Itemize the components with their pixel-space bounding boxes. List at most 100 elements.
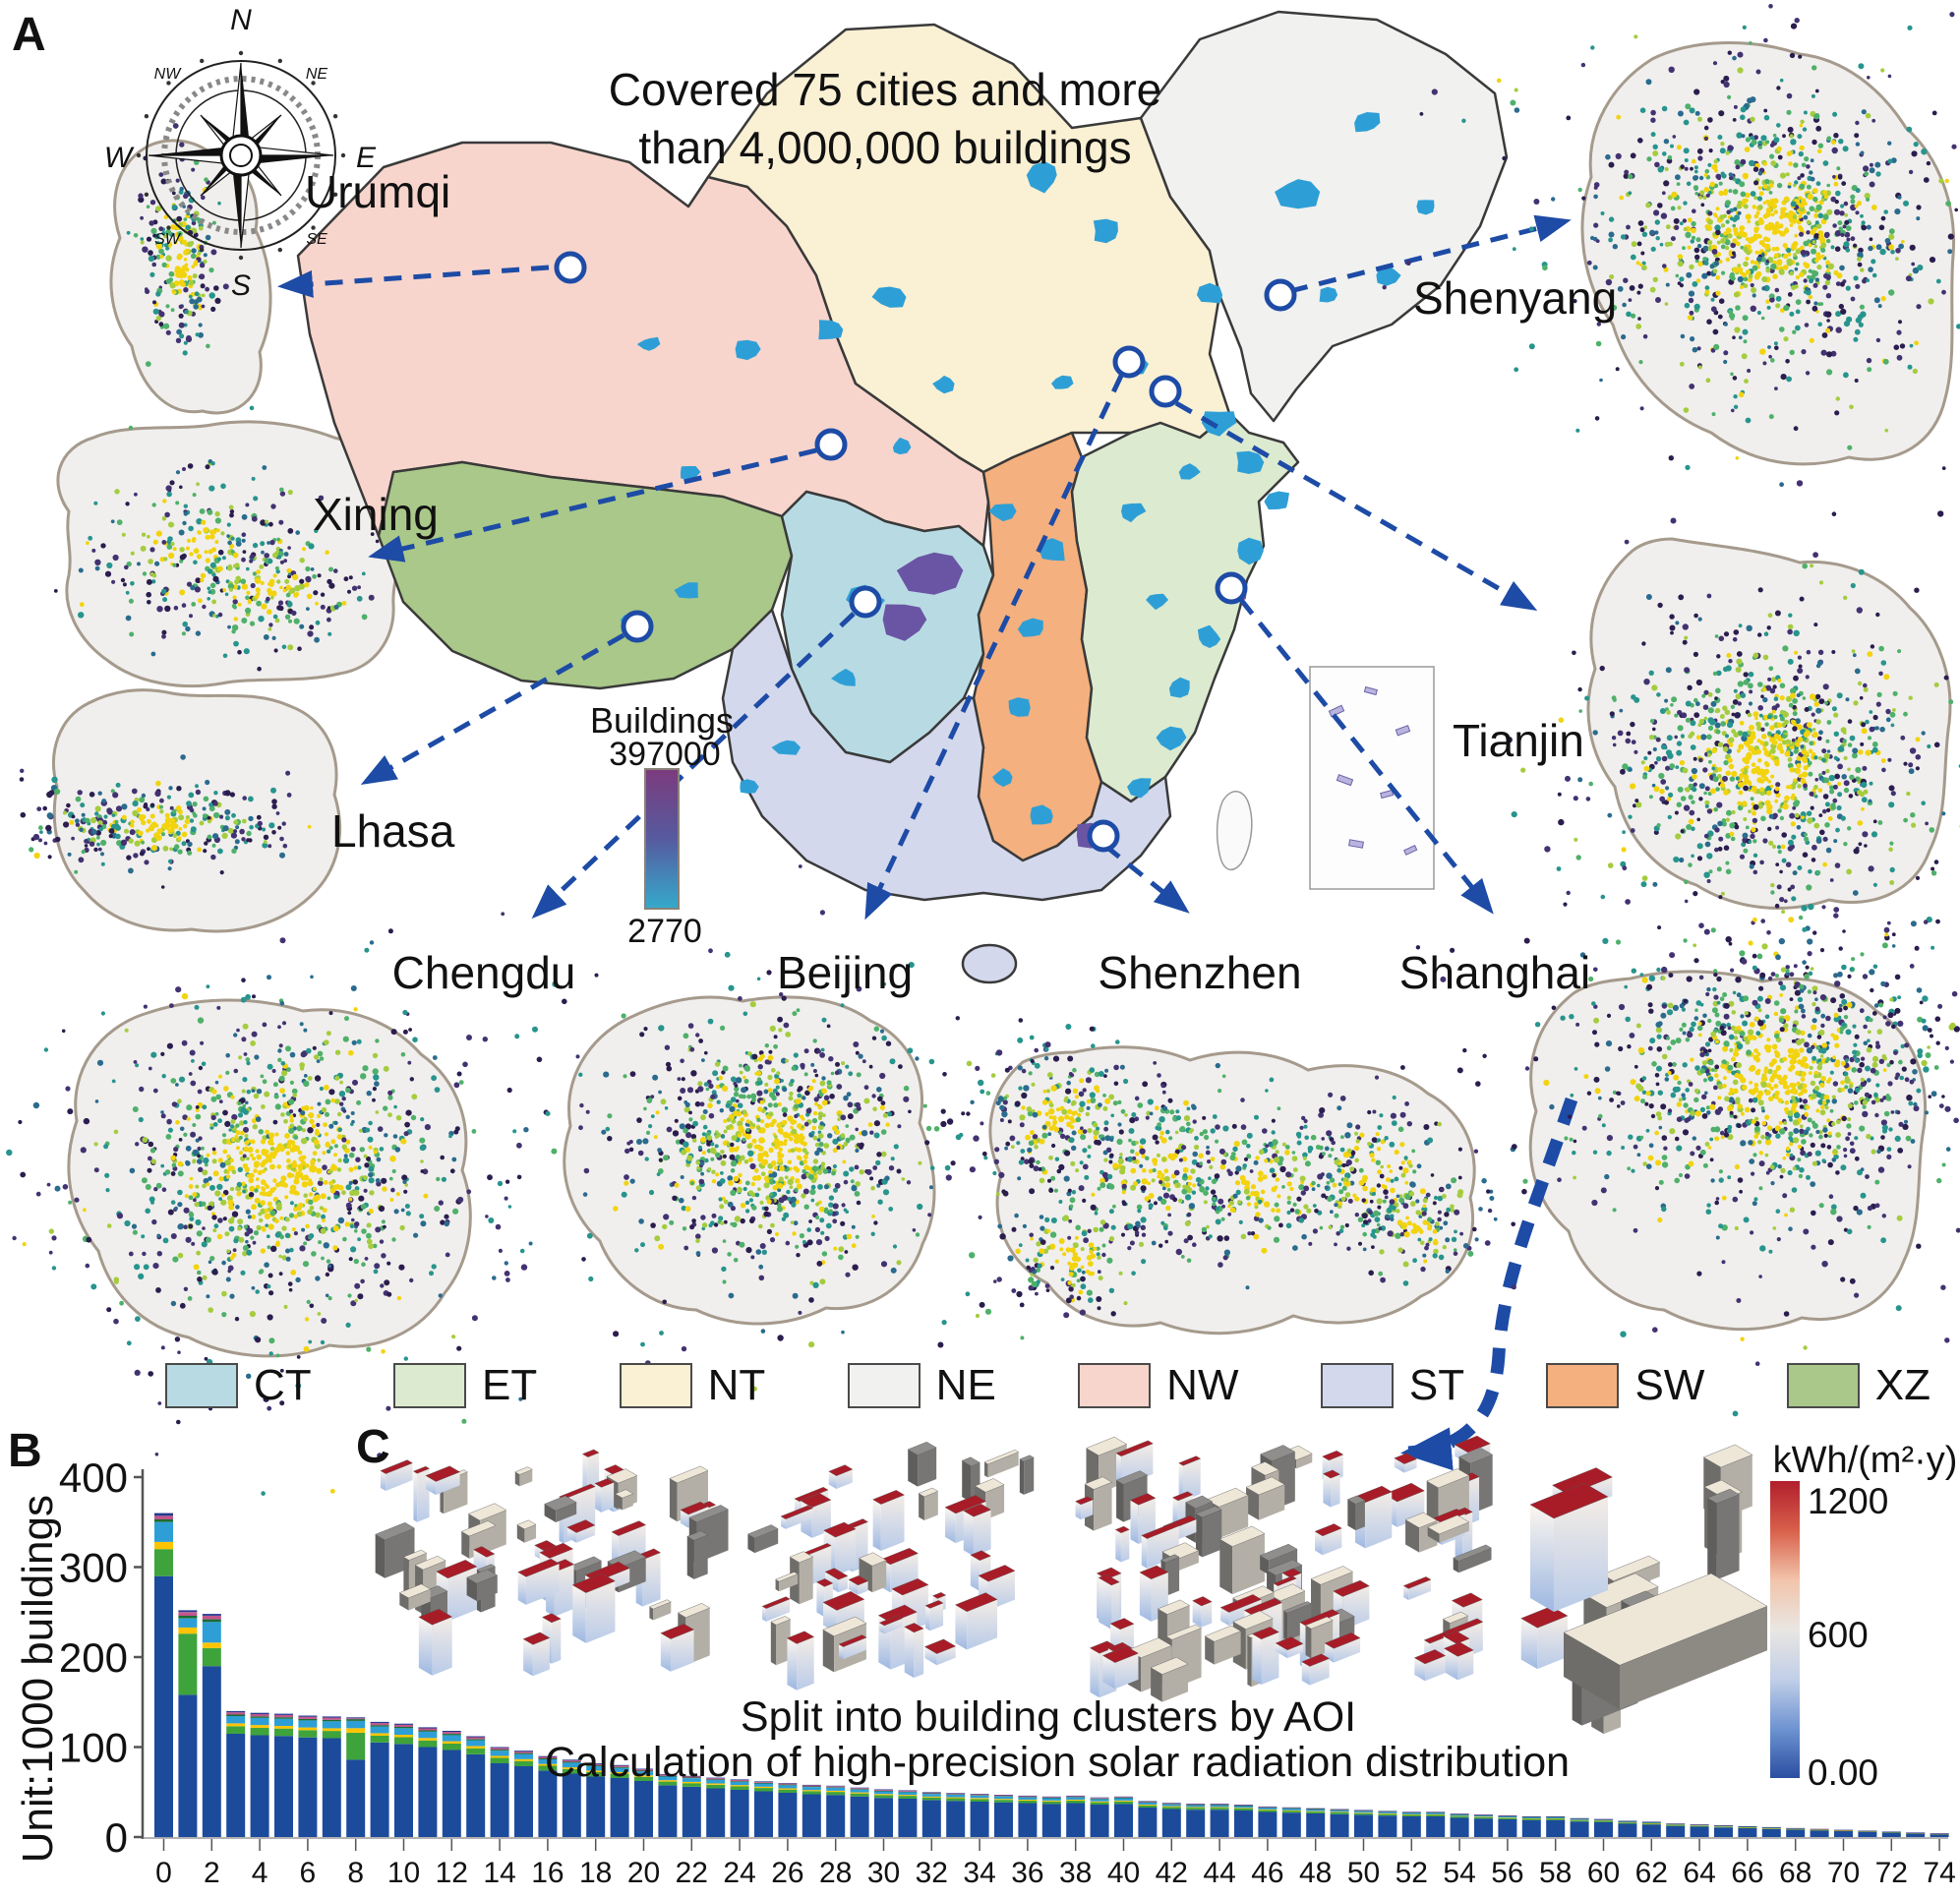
bar-segment [1786, 1828, 1806, 1830]
bar-segment [1401, 1814, 1421, 1816]
city-label-shanghai: Shanghai [1398, 947, 1591, 998]
bar-segment [634, 1781, 653, 1837]
covered-city-patch [1196, 282, 1223, 304]
bar-segment [586, 1772, 606, 1777]
bar-segment [1161, 1809, 1181, 1837]
bar-segment [802, 1785, 821, 1787]
x-tick-label: 34 [963, 1857, 995, 1889]
bar-segment [1498, 1815, 1517, 1816]
bar-segment [898, 1792, 918, 1796]
bar-segment [202, 1666, 221, 1837]
bar-chart-ylabel: Unit:1000 buildings [14, 1495, 62, 1864]
bar-segment [1738, 1826, 1757, 1827]
bar-segment [610, 1767, 629, 1772]
bar-segment [1426, 1811, 1446, 1812]
bar-segment [346, 1717, 366, 1719]
bar-segment [178, 1633, 198, 1695]
bar-segment [1714, 1827, 1733, 1837]
bar-segment [178, 1612, 198, 1616]
x-tick-label: 8 [347, 1857, 364, 1889]
bar-segment [1474, 1814, 1493, 1816]
compass-icon: N S W E NW NE SW SE [104, 4, 377, 302]
city-label-urumqi: Urumqi [305, 166, 451, 217]
bar-segment [1186, 1805, 1206, 1806]
bar-segment [610, 1765, 629, 1767]
bar-segment [1258, 1807, 1277, 1808]
bar-segment [1041, 1801, 1061, 1805]
bar-segment [730, 1785, 749, 1787]
bar-segment [1066, 1800, 1086, 1801]
bar-segment [274, 1728, 293, 1737]
bar-segment [850, 1788, 869, 1790]
bar-segment [1306, 1809, 1326, 1811]
bar-segment [466, 1740, 486, 1747]
bar-segment [514, 1753, 533, 1759]
bar-segment [1234, 1809, 1253, 1810]
x-tick-label: 68 [1779, 1857, 1812, 1889]
inset-arrow [368, 447, 817, 563]
bar-segment [730, 1781, 749, 1786]
bar-segment [921, 1792, 941, 1793]
bar-segment [1881, 1832, 1901, 1833]
bar-segment [778, 1793, 798, 1837]
covered-city-patch [1376, 265, 1401, 286]
covered-city-patch [1026, 160, 1057, 194]
bar-segment [394, 1726, 413, 1729]
bar-segment [634, 1775, 653, 1777]
bar-segment [1498, 1815, 1517, 1818]
legend-swatch-ct [165, 1363, 238, 1408]
bar-segment [994, 1799, 1013, 1801]
bar-segment [1234, 1805, 1253, 1806]
bar-segment [1354, 1810, 1373, 1813]
bar-segment [1786, 1827, 1806, 1829]
bar-segment [370, 1725, 389, 1727]
covered-city-patch [1178, 463, 1201, 480]
legend-swatch-nt [619, 1363, 692, 1408]
bar-segment [1114, 1800, 1133, 1802]
bar-segment [1401, 1811, 1421, 1812]
bar-segment [1666, 1825, 1686, 1837]
bar-segment [1378, 1811, 1397, 1812]
bar-segment [1090, 1798, 1109, 1800]
bar-segment [1401, 1812, 1421, 1814]
x-tick-label: 44 [1203, 1857, 1235, 1889]
bar-segment [921, 1793, 941, 1794]
bar-segment [1521, 1818, 1541, 1819]
bar-segment [754, 1788, 773, 1792]
bar-segment [1858, 1831, 1877, 1837]
bar-segment [202, 1647, 221, 1667]
bar-segment [1618, 1820, 1637, 1821]
x-tick-label: 56 [1491, 1857, 1523, 1889]
x-tick-label: 28 [819, 1857, 852, 1889]
covered-city-patch [1127, 778, 1152, 799]
bar-segment [1618, 1821, 1637, 1822]
bar-segment [346, 1719, 366, 1721]
bar-segment [538, 1765, 558, 1771]
bar-segment [874, 1795, 893, 1799]
bar-segment [1306, 1809, 1326, 1810]
bar-segment [394, 1724, 413, 1727]
bar-segment [826, 1792, 846, 1796]
bar-segment [1738, 1827, 1757, 1828]
bar-segment [1138, 1801, 1158, 1802]
bar-segment [1090, 1798, 1109, 1799]
bar-segment [898, 1796, 918, 1799]
bar-segment [1641, 1824, 1661, 1837]
bar-segment [1618, 1821, 1637, 1823]
bar-segment [874, 1789, 893, 1790]
bar-segment [274, 1725, 293, 1729]
bar-segment [586, 1766, 606, 1771]
bar-segment [1546, 1816, 1566, 1817]
bar-segment [1210, 1804, 1229, 1805]
bar-segment [1138, 1802, 1158, 1803]
bar-segment [346, 1728, 366, 1733]
bar-segment [1594, 1820, 1613, 1822]
legend-swatch-et [393, 1363, 467, 1408]
bar-segment [1810, 1828, 1829, 1830]
bar-segment [226, 1726, 246, 1734]
bar-segment [850, 1792, 869, 1794]
bar-segment [418, 1727, 438, 1729]
bar-segment [1258, 1806, 1277, 1808]
bar-segment [1066, 1796, 1086, 1798]
bar-segment [466, 1746, 486, 1749]
